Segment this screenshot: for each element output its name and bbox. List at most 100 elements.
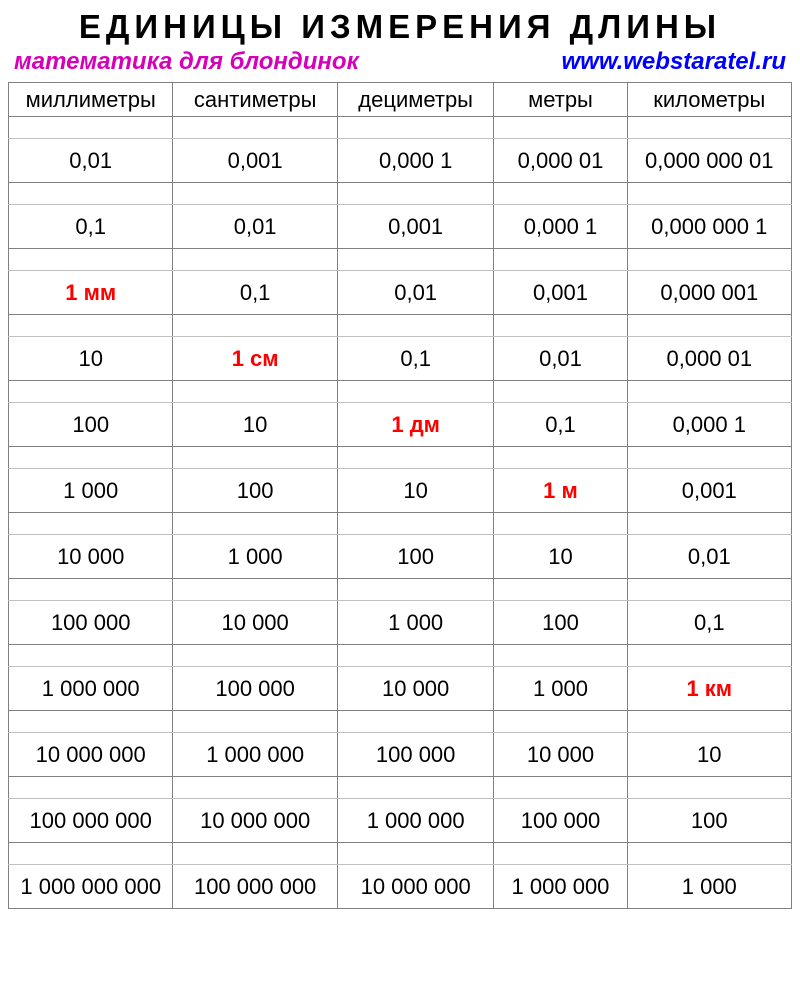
spacer-cell (9, 183, 173, 205)
spacer-row (9, 711, 792, 733)
table-row: 0,10,010,0010,000 10,000 000 1 (9, 205, 792, 249)
table-cell: 10 000 (173, 601, 337, 645)
spacer-cell (173, 117, 337, 139)
table-cell: 0,1 (627, 601, 791, 645)
column-header: дециметры (337, 83, 494, 117)
spacer-row (9, 645, 792, 667)
spacer-cell (9, 843, 173, 865)
spacer-cell (173, 183, 337, 205)
table-cell: 10 (337, 469, 494, 513)
spacer-cell (494, 315, 627, 337)
spacer-cell (627, 249, 791, 271)
spacer-cell (9, 381, 173, 403)
spacer-row (9, 249, 792, 271)
spacer-cell (494, 117, 627, 139)
table-cell: 100 (627, 799, 791, 843)
table-cell: 0,001 (337, 205, 494, 249)
spacer-cell (627, 645, 791, 667)
column-header: километры (627, 83, 791, 117)
table-row: 100 00010 0001 0001000,1 (9, 601, 792, 645)
table-cell: 1 000 000 (337, 799, 494, 843)
table-cell: 0,01 (494, 337, 627, 381)
table-cell: 10 (9, 337, 173, 381)
table-cell: 100 000 000 (173, 865, 337, 909)
spacer-cell (337, 249, 494, 271)
spacer-row (9, 183, 792, 205)
table-cell: 0,000 1 (627, 403, 791, 447)
spacer-cell (627, 711, 791, 733)
table-cell: 0,000 01 (494, 139, 627, 183)
spacer-cell (9, 117, 173, 139)
table-cell: 100 000 (9, 601, 173, 645)
table-cell: 0,000 01 (627, 337, 791, 381)
table-cell: 10 000 000 (9, 733, 173, 777)
table-cell: 0,1 (9, 205, 173, 249)
spacer-cell (337, 843, 494, 865)
spacer-cell (173, 843, 337, 865)
spacer-row (9, 447, 792, 469)
spacer-row (9, 117, 792, 139)
spacer-cell (337, 315, 494, 337)
table-cell: 10 000 (9, 535, 173, 579)
spacer-cell (173, 447, 337, 469)
spacer-cell (494, 711, 627, 733)
spacer-cell (9, 579, 173, 601)
spacer-cell (173, 315, 337, 337)
spacer-cell (173, 645, 337, 667)
table-cell: 100 (173, 469, 337, 513)
table-cell: 0,001 (494, 271, 627, 315)
table-cell: 0,01 (627, 535, 791, 579)
subtitle-left: математика для блондинок (14, 48, 359, 76)
spacer-cell (173, 249, 337, 271)
table-cell: 1 000 (173, 535, 337, 579)
spacer-cell (627, 843, 791, 865)
spacer-cell (337, 183, 494, 205)
spacer-cell (494, 183, 627, 205)
table-cell: 1 дм (337, 403, 494, 447)
table-row: 100101 дм0,10,000 1 (9, 403, 792, 447)
table-row: 10 000 0001 000 000100 00010 00010 (9, 733, 792, 777)
table-cell: 10 (173, 403, 337, 447)
table-row: 1 000 000100 00010 0001 0001 км (9, 667, 792, 711)
spacer-cell (627, 777, 791, 799)
column-header: сантиметры (173, 83, 337, 117)
table-cell: 10 (627, 733, 791, 777)
table-cell: 0,001 (173, 139, 337, 183)
spacer-cell (173, 579, 337, 601)
table-cell: 100 000 (173, 667, 337, 711)
table-cell: 1 000 (494, 667, 627, 711)
column-header: миллиметры (9, 83, 173, 117)
table-cell: 1 мм (9, 271, 173, 315)
spacer-cell (494, 513, 627, 535)
spacer-row (9, 777, 792, 799)
spacer-row (9, 381, 792, 403)
subtitle-right: www.webstaratel.ru (561, 48, 786, 76)
spacer-cell (9, 447, 173, 469)
table-header-row: миллиметрысантиметрыдециметрыметрыкиломе… (9, 83, 792, 117)
spacer-cell (494, 447, 627, 469)
table-cell: 0,1 (494, 403, 627, 447)
table-cell: 1 000 000 (173, 733, 337, 777)
spacer-cell (627, 579, 791, 601)
table-cell: 1 км (627, 667, 791, 711)
spacer-cell (9, 777, 173, 799)
spacer-cell (627, 117, 791, 139)
table-cell: 1 000 000 000 (9, 865, 173, 909)
spacer-cell (9, 315, 173, 337)
spacer-cell (627, 447, 791, 469)
table-cell: 0,1 (337, 337, 494, 381)
table-cell: 0,000 1 (337, 139, 494, 183)
spacer-cell (494, 381, 627, 403)
spacer-cell (337, 645, 494, 667)
spacer-row (9, 579, 792, 601)
spacer-cell (173, 711, 337, 733)
table-cell: 10 000 (337, 667, 494, 711)
column-header: метры (494, 83, 627, 117)
table-cell: 10 (494, 535, 627, 579)
table-cell: 0,1 (173, 271, 337, 315)
table-cell: 0,01 (337, 271, 494, 315)
table-cell: 0,000 001 (627, 271, 791, 315)
table-cell: 100 (9, 403, 173, 447)
table-row: 1 000 000 000100 000 00010 000 0001 000 … (9, 865, 792, 909)
table-row: 101 см0,10,010,000 01 (9, 337, 792, 381)
